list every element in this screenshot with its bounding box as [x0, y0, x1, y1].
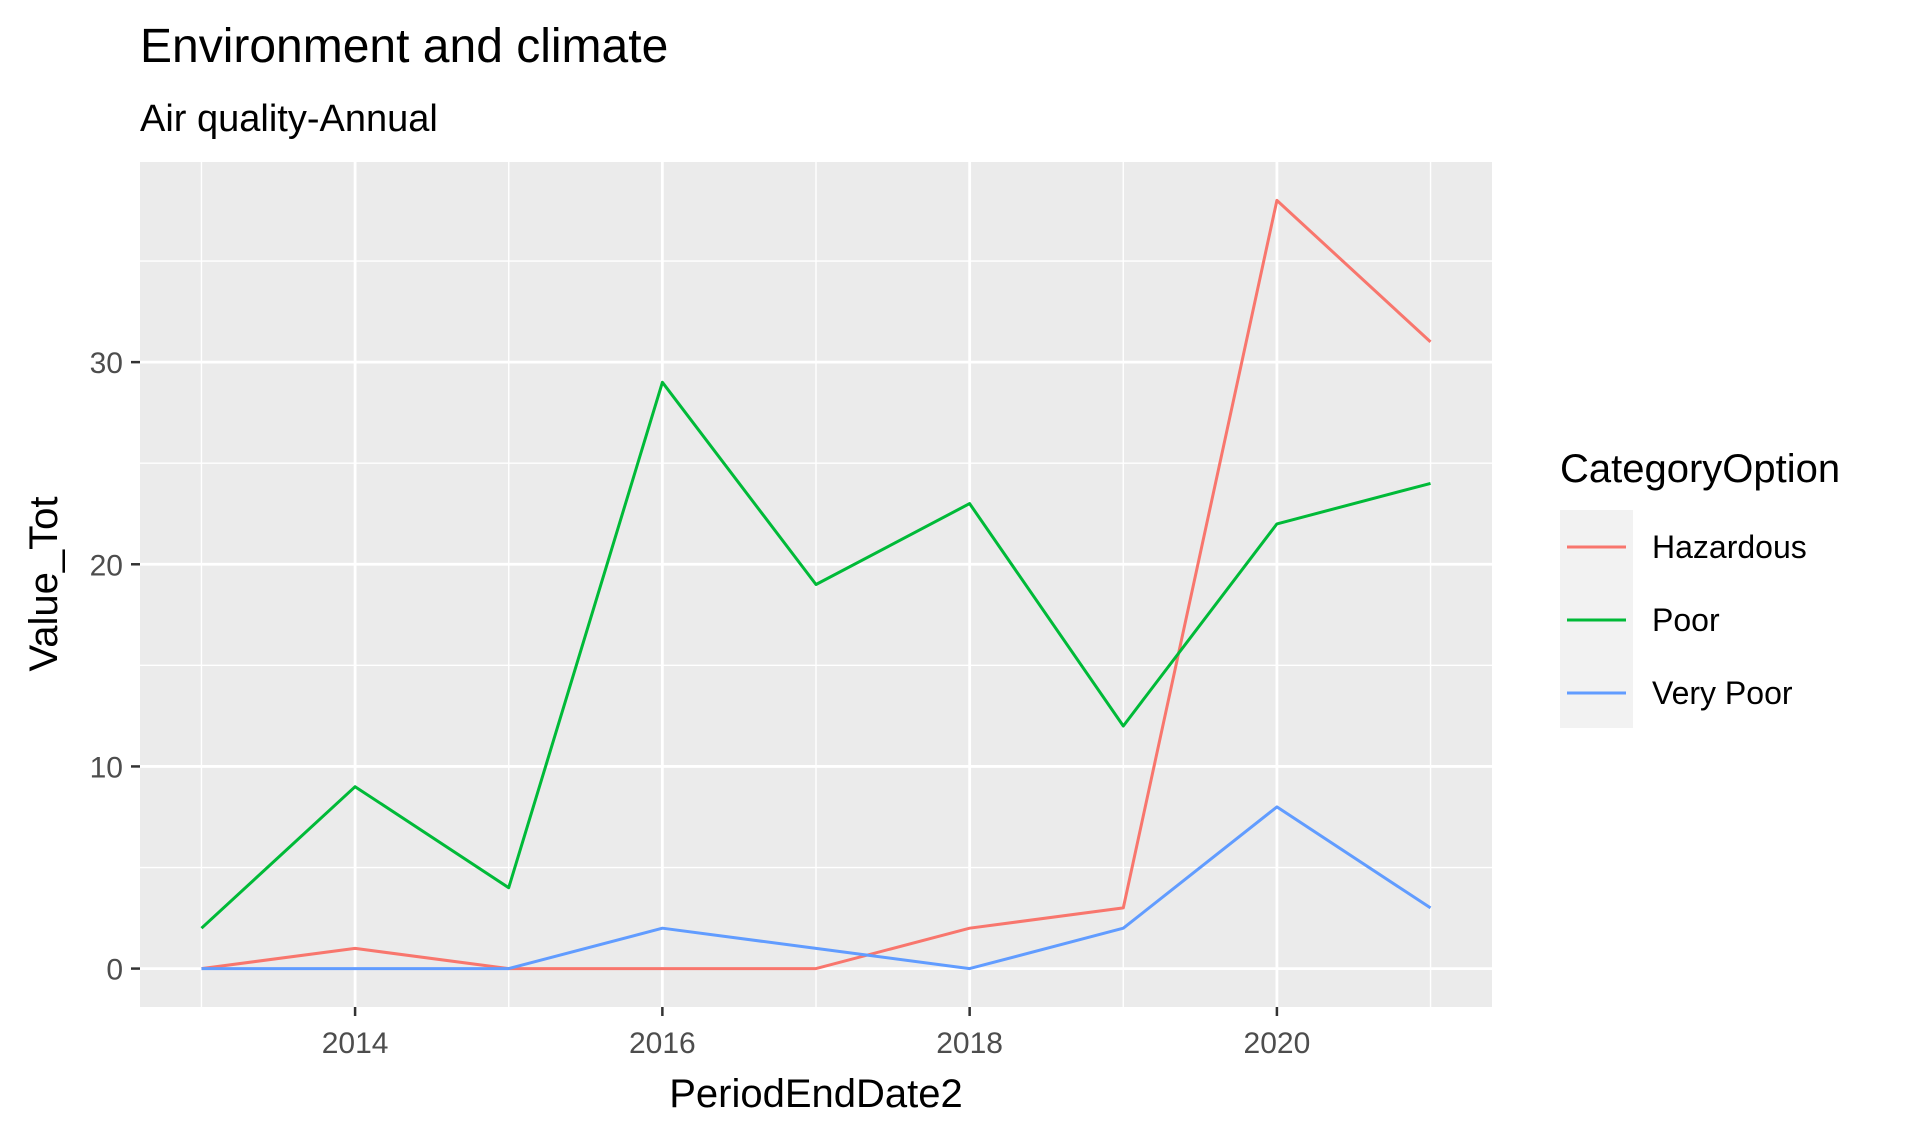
chart-subtitle: Air quality-Annual [140, 98, 438, 140]
series-line-very-poor [201, 805, 1432, 971]
legend-label-poor: Poor [1652, 602, 1720, 638]
y-tick-label: 10 [90, 751, 123, 784]
legend-label-very-poor: Very Poor [1652, 675, 1793, 711]
series-lines [200, 198, 1432, 971]
x-axis-title: PeriodEndDate2 [669, 1072, 963, 1116]
y-axis-title: Value_Tot [22, 497, 66, 672]
chart-title: Environment and climate [140, 20, 668, 73]
axis-ticks: 2014 2016 2018 2020 0 10 20 30 [90, 347, 1311, 1060]
series-line-poor [200, 380, 1431, 930]
legend: CategoryOption Hazardous Poor Very Poor [1560, 447, 1840, 728]
x-tick-label: 2016 [629, 1027, 696, 1060]
x-tick-label: 2020 [1244, 1027, 1311, 1060]
x-tick-label: 2014 [322, 1027, 389, 1060]
series-line-hazardous [201, 198, 1432, 971]
x-tick-label: 2018 [936, 1027, 1003, 1060]
y-tick-label: 30 [90, 347, 123, 380]
y-tick-label: 0 [106, 954, 123, 987]
y-tick-label: 20 [90, 549, 123, 582]
legend-label-hazardous: Hazardous [1652, 529, 1807, 565]
legend-title: CategoryOption [1560, 447, 1840, 491]
